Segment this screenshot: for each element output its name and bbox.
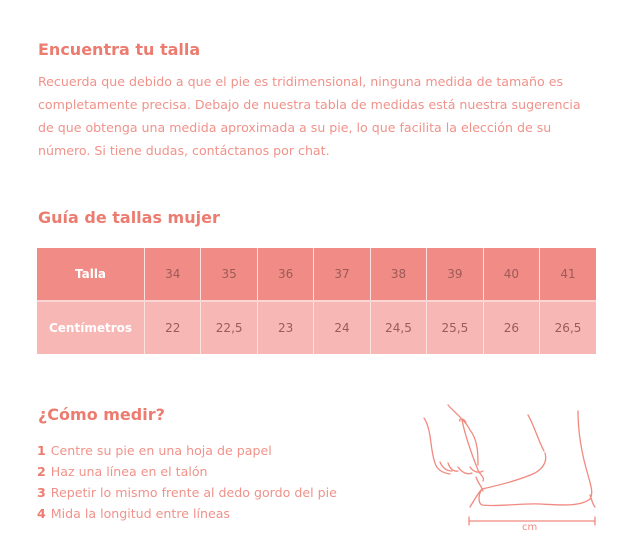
row-label: Talla [37, 248, 145, 301]
step-number: 2 [37, 464, 46, 479]
unit-label: cm [522, 522, 538, 533]
size-guide-title: Guía de tallas mujer [38, 208, 220, 227]
table-row-talla: Talla 34 35 36 37 38 39 40 41 [37, 248, 596, 301]
steps-list: 1 Centre su pie en una hoja de papel 2 Haz… [37, 440, 337, 524]
list-item: 2 Haz una línea en el talón [37, 461, 337, 482]
step-text: Haz una línea en el talón [50, 464, 208, 479]
step-text: Centre su pie en una hoja de papel [50, 443, 272, 458]
how-to-measure-title: ¿Cómo medir? [38, 405, 165, 424]
cell: 22 [143, 300, 201, 354]
foot-measure-illustration [423, 404, 596, 526]
list-item: 1 Centre su pie en una hoja de papel [37, 440, 337, 461]
cell: 40 [482, 248, 540, 301]
intro-text: Recuerda que debido a que el pie es trid… [38, 74, 581, 158]
cell: 41 [539, 248, 596, 301]
cell: 23 [256, 300, 314, 354]
list-item: 4 Mida la longitud entre líneas [37, 503, 337, 524]
step-number: 3 [37, 485, 46, 500]
cell: 26 [482, 300, 540, 354]
cell: 26,5 [539, 300, 596, 354]
size-table: Talla 34 35 36 37 38 39 40 41 Centímetro… [37, 248, 596, 354]
cell: 38 [369, 248, 427, 301]
row-label: Centímetros [37, 300, 145, 354]
cell: 24 [313, 300, 371, 354]
cell: 37 [313, 248, 371, 301]
cell: 24,5 [369, 300, 427, 354]
cell: 36 [256, 248, 314, 301]
list-item: 3 Repetir lo mismo frente al dedo gordo d… [37, 482, 337, 503]
cell: 22,5 [200, 300, 258, 354]
step-text: Repetir lo mismo frente al dedo gordo de… [50, 485, 337, 500]
step-number: 1 [37, 443, 46, 458]
table-row-centimetros: Centímetros 22 22,5 23 24 24,5 25,5 26 2… [37, 300, 596, 354]
cell: 35 [200, 248, 258, 301]
cell: 39 [426, 248, 484, 301]
cell: 25,5 [426, 300, 484, 354]
intro-title: Encuentra tu talla [38, 40, 201, 59]
step-number: 4 [37, 506, 46, 521]
step-text: Mida la longitud entre líneas [50, 506, 230, 521]
cell: 34 [143, 248, 201, 301]
